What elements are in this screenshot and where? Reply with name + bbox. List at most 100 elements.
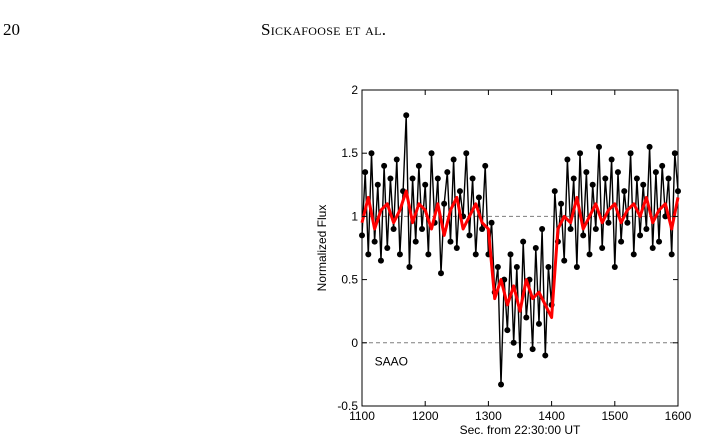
x-tick-label: 1500 (601, 409, 628, 423)
y-tick-label: 0.5 (341, 273, 358, 287)
site-annotation: SAAO (375, 355, 408, 369)
raw-flux-point (406, 263, 413, 270)
raw-flux-point (469, 175, 476, 182)
raw-flux-point (621, 188, 628, 195)
raw-flux-point (573, 263, 580, 270)
raw-flux-point (596, 143, 602, 150)
raw-flux-point (374, 181, 381, 188)
raw-flux-point (381, 162, 388, 169)
raw-flux-point (627, 150, 634, 157)
raw-flux-point (659, 162, 666, 169)
raw-flux-point (415, 162, 422, 169)
raw-flux-point (444, 169, 451, 176)
raw-flux-point (618, 238, 625, 245)
raw-flux-point (570, 175, 577, 182)
raw-flux-point (368, 150, 375, 157)
raw-flux-point (542, 352, 549, 359)
raw-flux-point (488, 219, 495, 226)
raw-flux-point (365, 251, 372, 258)
raw-flux-point (450, 156, 457, 163)
raw-flux-point (532, 245, 539, 251)
raw-flux-point (624, 219, 631, 226)
raw-flux-point (535, 320, 542, 327)
x-tick-label: 1400 (538, 409, 565, 423)
raw-flux-point (586, 251, 593, 258)
raw-flux-point (649, 245, 656, 251)
smoothed-flux-line (360, 189, 680, 319)
raw-flux-point (633, 175, 640, 182)
raw-flux-point (529, 346, 536, 353)
raw-flux-point (409, 175, 416, 182)
y-axis-label: Normalized Flux (315, 205, 329, 292)
raw-flux-point (482, 162, 489, 169)
raw-flux-point (434, 175, 441, 182)
raw-flux-point (513, 263, 520, 270)
raw-flux-point (539, 226, 546, 233)
raw-flux-point (422, 181, 429, 188)
raw-flux-point (396, 251, 403, 258)
raw-flux-point (456, 188, 463, 195)
raw-flux-point (510, 339, 517, 346)
raw-flux-point (438, 270, 444, 277)
raw-flux-point (362, 169, 369, 176)
raw-flux-point (403, 112, 410, 119)
raw-flux-point (393, 156, 400, 163)
raw-flux-point (494, 263, 501, 270)
raw-flux-point (472, 251, 479, 258)
raw-flux-point (561, 257, 568, 264)
y-tick-label: 1.5 (341, 146, 358, 160)
raw-flux-point (580, 232, 587, 239)
flux-light-curve-chart: 1100 1200 1300 1400 1500 1600 -0.5 0 0.5 1 1.5 2 S… (315, 83, 692, 437)
raw-flux-point (643, 226, 650, 233)
raw-flux-point (592, 226, 599, 233)
raw-flux-point (668, 251, 675, 258)
raw-flux-point (630, 251, 637, 258)
raw-flux-point (558, 200, 565, 207)
page-number: 20 (3, 20, 20, 39)
raw-flux-point (466, 232, 473, 239)
x-tick-label: 1600 (665, 409, 692, 423)
raw-flux-point (387, 175, 394, 182)
raw-flux-point (564, 156, 571, 163)
raw-flux-point (504, 327, 511, 334)
y-tick-label: 1 (351, 209, 358, 223)
raw-flux-point (507, 251, 514, 258)
raw-flux-point (384, 245, 391, 251)
raw-flux-point (652, 169, 659, 176)
y-tick-label: 2 (351, 83, 358, 97)
smoothed-flux-series (360, 189, 680, 319)
x-tick-label: 1300 (475, 409, 502, 423)
raw-flux-point (359, 232, 365, 239)
raw-flux-point (583, 169, 590, 176)
running-head: Sickafoose et al. (261, 20, 387, 39)
raw-flux-point (599, 245, 606, 251)
raw-flux-point (523, 314, 530, 321)
raw-flux-point (441, 200, 448, 207)
y-tick-label: 0 (351, 336, 358, 350)
raw-flux-point (675, 188, 681, 195)
raw-flux-point (665, 175, 672, 182)
raw-flux-point (646, 143, 653, 150)
raw-flux-point (479, 226, 486, 233)
raw-flux-point (390, 226, 397, 233)
x-axis-ticks: 1100 1200 1300 1400 1500 1600 (349, 90, 692, 423)
raw-flux-point (605, 219, 612, 226)
raw-flux-point (428, 150, 435, 157)
raw-flux-point (371, 238, 378, 245)
raw-flux-point (551, 188, 558, 195)
x-tick-label: 1200 (412, 409, 439, 423)
plot-frame (361, 89, 679, 407)
x-axis-label: Sec. from 22:30:00 UT (460, 423, 581, 437)
raw-flux-series (359, 112, 681, 388)
raw-flux-point (517, 352, 523, 359)
raw-flux-point (611, 263, 618, 270)
raw-flux-point (498, 381, 505, 388)
raw-flux-point (640, 181, 647, 188)
raw-flux-point (656, 238, 663, 245)
raw-flux-point (545, 263, 552, 270)
y-axis-ticks: -0.5 0 0.5 1 1.5 2 (337, 83, 678, 413)
raw-flux-point (419, 226, 426, 233)
raw-flux-point (463, 150, 470, 157)
raw-flux-point (637, 232, 644, 239)
raw-flux-point (412, 238, 419, 245)
